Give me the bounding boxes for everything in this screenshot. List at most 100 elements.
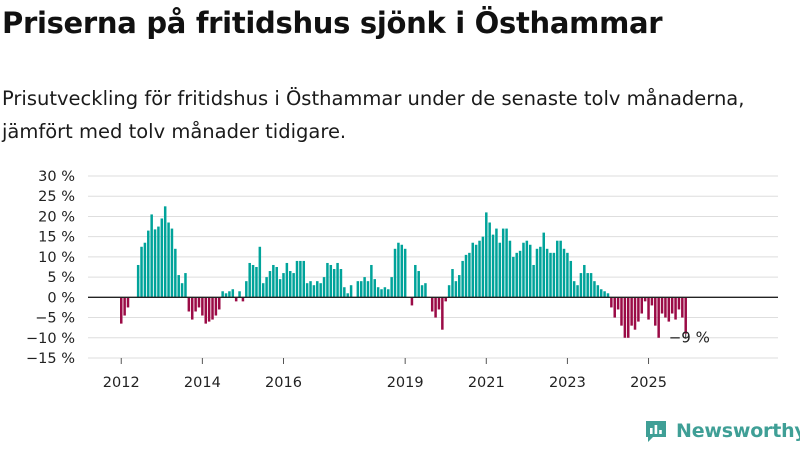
bar xyxy=(495,228,498,298)
y-tick-label: −10 % xyxy=(26,331,75,347)
bar xyxy=(684,297,687,334)
bar xyxy=(616,297,620,310)
bar xyxy=(245,281,248,298)
bar xyxy=(657,297,660,338)
bar xyxy=(596,285,600,298)
bar xyxy=(549,252,552,298)
bar xyxy=(218,297,221,310)
bar xyxy=(332,269,336,298)
bar xyxy=(552,252,556,298)
bar xyxy=(278,279,282,298)
bar xyxy=(322,277,326,298)
bar xyxy=(329,264,333,298)
bar xyxy=(623,297,627,338)
y-tick-label: −15 % xyxy=(26,351,75,367)
bar xyxy=(214,297,218,316)
bar xyxy=(393,248,397,298)
bar xyxy=(410,297,414,306)
bar xyxy=(319,283,322,298)
x-tick-label: 2016 xyxy=(265,375,302,388)
bar xyxy=(153,229,157,298)
bar xyxy=(204,297,207,324)
bar xyxy=(512,256,515,298)
y-axis-ticks: 30 % 25 % 20 % 15 % 10 % 5 % 0 % −5 % −10 % −15 % xyxy=(26,169,75,367)
bar xyxy=(397,242,400,298)
bar xyxy=(620,297,623,326)
bar xyxy=(292,273,295,298)
x-tick-label: 2023 xyxy=(549,375,586,388)
bar xyxy=(458,275,461,298)
bar xyxy=(525,240,529,298)
bar xyxy=(441,297,444,330)
bar xyxy=(251,264,255,298)
bar xyxy=(136,264,140,298)
bar xyxy=(599,289,603,298)
bar xyxy=(562,248,566,298)
bar xyxy=(414,264,417,298)
bar xyxy=(272,264,275,298)
bar xyxy=(491,234,495,298)
y-tick-label: −5 % xyxy=(35,311,75,327)
bar xyxy=(180,283,184,298)
bar xyxy=(346,293,349,298)
bar xyxy=(326,262,329,298)
brand-name: Newsworthy xyxy=(676,420,800,442)
bar xyxy=(471,242,475,298)
bar xyxy=(174,248,177,298)
grid-lines xyxy=(88,175,778,359)
bar xyxy=(177,275,180,298)
bar xyxy=(633,297,637,330)
bar xyxy=(295,260,299,298)
bar xyxy=(221,291,224,298)
bar xyxy=(167,222,170,298)
bar xyxy=(163,206,167,298)
bar xyxy=(566,252,569,298)
x-axis-ticks: 2012 2014 2016 2019 2021 2023 2025 xyxy=(103,358,667,388)
bar xyxy=(522,242,525,298)
bar xyxy=(583,264,586,298)
bar xyxy=(437,297,441,310)
bar xyxy=(559,240,562,298)
bar xyxy=(674,297,677,320)
bar xyxy=(485,212,488,298)
bar xyxy=(420,285,424,298)
bar xyxy=(309,281,312,298)
bar xyxy=(261,283,265,298)
bar xyxy=(123,297,126,316)
x-tick-label: 2012 xyxy=(103,375,140,388)
bar xyxy=(147,230,150,298)
bar xyxy=(424,283,427,298)
bar xyxy=(207,297,211,322)
bar xyxy=(363,277,366,298)
bar xyxy=(224,293,228,298)
bar xyxy=(231,289,235,298)
bar xyxy=(190,297,194,320)
bar xyxy=(150,214,153,298)
bar xyxy=(390,277,393,298)
bar xyxy=(339,269,343,298)
bar xyxy=(238,291,241,298)
bar xyxy=(528,244,532,298)
bar xyxy=(120,297,123,324)
y-tick-label: 5 % xyxy=(47,270,75,286)
y-tick-label: 0 % xyxy=(47,290,75,306)
bar xyxy=(370,264,373,298)
bar xyxy=(576,285,579,298)
bar xyxy=(508,240,512,298)
x-tick-label: 2014 xyxy=(184,375,221,388)
bar xyxy=(468,252,471,298)
bar xyxy=(430,297,434,312)
bar xyxy=(643,297,647,302)
bar xyxy=(630,297,633,326)
bar xyxy=(501,228,505,298)
bar xyxy=(654,297,657,326)
bar xyxy=(373,279,376,298)
x-tick-label: 2021 xyxy=(468,375,505,388)
bar xyxy=(667,297,671,322)
bar xyxy=(444,297,447,302)
chart-title: Priserna på fritidshus sjönk i Östhammar xyxy=(2,6,663,40)
newsworthy-logo: Newsworthy xyxy=(644,419,800,443)
bar xyxy=(126,297,130,308)
price-change-bar-chart: 30 % 25 % 20 % 15 % 10 % 5 % 0 % −5 % −10 % −15 %… xyxy=(26,169,778,388)
bar xyxy=(211,297,214,320)
